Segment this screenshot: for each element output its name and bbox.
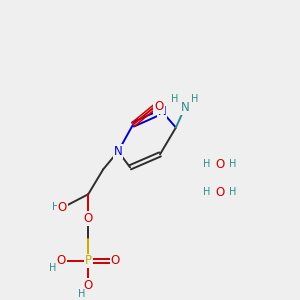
Text: H: H (229, 159, 236, 170)
Text: O: O (84, 212, 93, 225)
Text: H: H (52, 202, 59, 212)
Text: H: H (49, 263, 56, 273)
Text: H: H (203, 159, 211, 170)
Text: N: N (158, 105, 166, 118)
Text: H: H (191, 94, 199, 103)
Text: H: H (229, 187, 236, 197)
Text: O: O (57, 254, 66, 268)
Text: O: O (84, 279, 93, 292)
Text: H: H (203, 187, 211, 197)
Text: O: O (110, 254, 120, 268)
Text: O: O (154, 100, 164, 113)
Text: O: O (215, 186, 224, 199)
Text: O: O (215, 158, 224, 171)
Text: O: O (58, 201, 67, 214)
Text: N: N (181, 101, 189, 114)
Text: P: P (85, 254, 92, 268)
Text: H: H (171, 94, 178, 103)
Text: N: N (114, 145, 122, 158)
Text: H: H (78, 289, 85, 299)
